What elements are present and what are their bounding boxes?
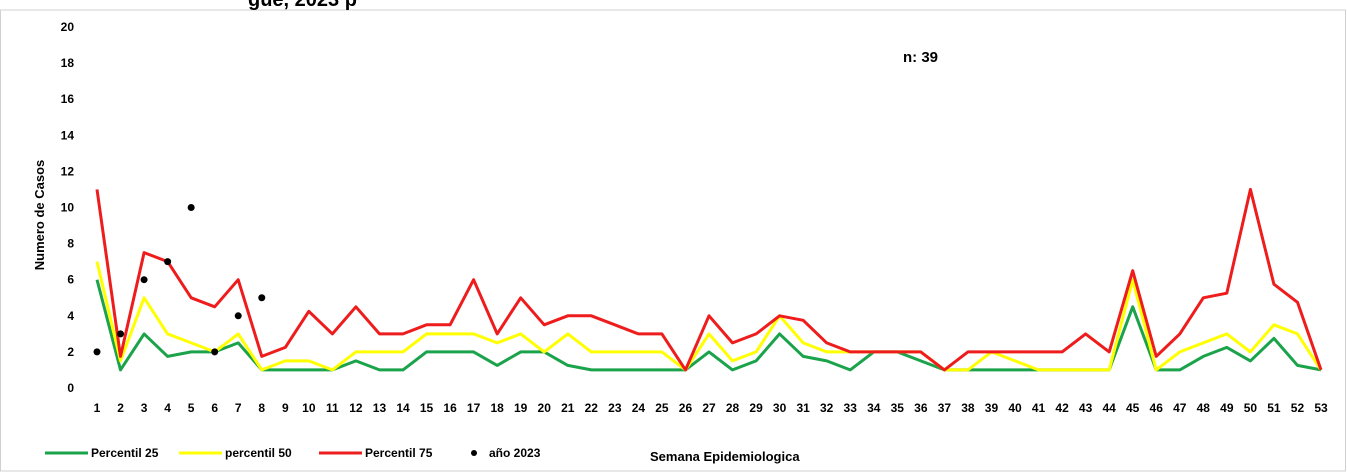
y-tick-label: 4 (67, 309, 74, 323)
x-tick-label: 36 (914, 401, 928, 415)
x-tick-label: 26 (679, 401, 693, 415)
x-tick-label: 3 (141, 401, 148, 415)
data-point-ano-2023 (93, 348, 101, 356)
legend-item-ano-2023[interactable]: año 2023 (471, 446, 541, 460)
legend-swatch-ano-2023 (471, 450, 477, 456)
x-tick-label: 48 (1197, 401, 1211, 415)
x-tick-label: 16 (443, 401, 457, 415)
x-tick-label: 22 (585, 401, 599, 415)
x-tick-label: 31 (796, 401, 810, 415)
x-tick-label: 24 (632, 401, 646, 415)
y-tick-label: 6 (67, 273, 74, 287)
x-tick-label: 41 (1032, 401, 1046, 415)
title-backdrop (248, 0, 608, 9)
y-tick-label: 12 (61, 164, 75, 178)
y-tick-label: 14 (61, 128, 75, 142)
data-point-ano-2023 (187, 204, 195, 211)
x-tick-label: 9 (282, 401, 289, 415)
x-tick-label: 1 (94, 401, 101, 415)
x-tick-label: 7 (235, 401, 242, 415)
x-tick-label: 12 (349, 401, 363, 415)
x-tick-label: 2 (117, 401, 124, 415)
x-tick-label: 53 (1314, 401, 1328, 415)
data-point-ano-2023 (211, 348, 219, 356)
x-tick-label: 42 (1055, 401, 1069, 415)
x-tick-label: 37 (938, 401, 952, 415)
y-tick-label: 10 (61, 201, 75, 215)
x-tick-label: 21 (561, 401, 575, 415)
plot-area (93, 187, 1323, 372)
data-point-ano-2023 (234, 312, 242, 320)
series-line-percentil-25 (95, 279, 1322, 372)
x-tick-label: 6 (211, 401, 218, 415)
legend-label-percentil-50: percentil 50 (225, 446, 292, 460)
x-tick-label: 47 (1173, 401, 1187, 415)
x-tick-label: 13 (373, 401, 387, 415)
legend-label-percentil-75: Percentil 75 (365, 446, 433, 460)
x-tick-label: 27 (702, 401, 716, 415)
x-tick-label: 30 (773, 401, 787, 415)
y-tick-label: 8 (67, 237, 74, 251)
x-tick-label: 43 (1079, 401, 1093, 415)
chart-border (0, 9, 1346, 472)
y-tick-label: 2 (67, 345, 74, 359)
x-tick-label: 5 (188, 401, 195, 415)
x-tick-label: 32 (820, 401, 834, 415)
y-axis-ticks: 0 2 4 6 8 10 12 14 16 18 20 (61, 20, 75, 395)
y-tick-label: 20 (61, 20, 75, 34)
legend-label-ano-2023: año 2023 (489, 446, 541, 460)
x-tick-label: 25 (655, 401, 669, 415)
x-tick-label: 11 (326, 401, 339, 415)
x-tick-label: 29 (749, 401, 763, 415)
x-tick-label: 52 (1291, 401, 1305, 415)
y-tick-label: 16 (61, 92, 75, 106)
x-tick-label: 20 (538, 401, 552, 415)
legend-item-percentil-50[interactable]: percentil 50 (179, 446, 292, 460)
series-line-percentil-75 (95, 187, 1323, 372)
x-tick-label: 33 (844, 401, 858, 415)
x-tick-label: 50 (1244, 401, 1258, 415)
x-tick-label: 18 (490, 401, 504, 415)
x-tick-label: 45 (1126, 401, 1140, 415)
y-axis-title: Numero de Casos (32, 160, 47, 271)
x-tick-label: 40 (1008, 401, 1022, 415)
y-tick-label: 18 (61, 56, 75, 70)
x-axis-title: Semana Epidemiologica (650, 449, 800, 464)
sample-size-annotation: n: 39 (903, 49, 938, 66)
data-point-ano-2023 (117, 330, 125, 338)
legend-item-percentil-25[interactable]: Percentil 25 (45, 446, 159, 460)
x-tick-label: 14 (396, 401, 410, 415)
x-tick-label: 28 (726, 401, 740, 415)
x-axis-ticks: 1 2 3 4 5 6 7 8 9 10 11 12 13 14 15 16 17 18 19 20 21 22 23 24 2… (94, 401, 1328, 415)
data-point-ano-2023 (258, 294, 266, 302)
x-tick-label: 44 (1102, 401, 1116, 415)
data-point-ano-2023 (164, 258, 172, 266)
x-tick-label: 49 (1220, 401, 1234, 415)
x-tick-label: 15 (420, 401, 434, 415)
legend-item-percentil-75[interactable]: Percentil 75 (319, 446, 433, 460)
x-tick-label: 38 (961, 401, 975, 415)
x-tick-label: 4 (164, 401, 171, 415)
legend: Percentil 25 percentil 50 Percentil 75 a… (45, 446, 541, 460)
x-tick-label: 51 (1267, 401, 1281, 415)
x-tick-label: 34 (867, 401, 881, 415)
x-tick-label: 17 (467, 401, 481, 415)
y-tick-label: 0 (67, 381, 74, 395)
chart-title: gue, 2023 p (248, 0, 357, 11)
x-tick-label: 10 (302, 401, 316, 415)
legend-label-percentil-25: Percentil 25 (91, 446, 159, 460)
x-tick-label: 8 (258, 401, 265, 415)
x-tick-label: 39 (985, 401, 999, 415)
x-tick-label: 19 (514, 401, 528, 415)
x-tick-label: 35 (891, 401, 905, 415)
x-tick-label: 23 (608, 401, 622, 415)
series-line-percentil-50 (95, 261, 1323, 372)
x-tick-label: 46 (1150, 401, 1164, 415)
data-point-ano-2023 (140, 276, 148, 284)
